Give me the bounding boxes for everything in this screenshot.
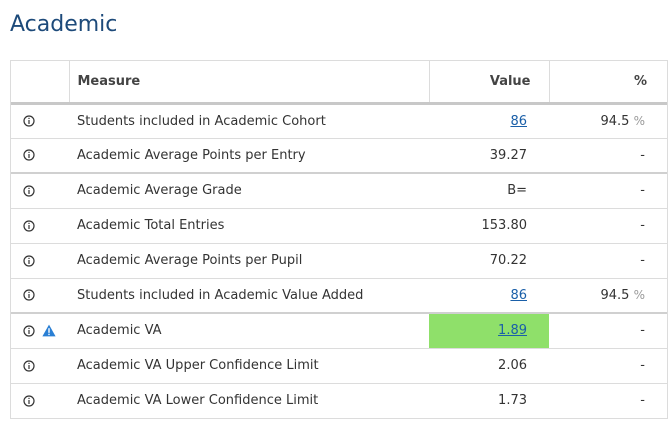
value-cell: 1.73 <box>429 383 549 419</box>
pct-cell: 94.5 % <box>549 278 667 314</box>
pct-cell: - <box>549 348 667 384</box>
academic-measures-table: Measure Value % Students included in Aca… <box>11 61 667 419</box>
row-icon-cell <box>11 103 69 139</box>
pct-value: 94.5 <box>600 113 630 129</box>
value-column-header[interactable]: Value <box>428 61 549 105</box>
measure-cell: Academic VA Lower Confidence Limit <box>69 383 429 419</box>
row-icon-cell <box>11 383 69 419</box>
table-row: Students included in Academic Cohort 86 … <box>11 103 667 139</box>
pct-cell: 94.5 % <box>549 103 667 139</box>
pct-cell: - <box>549 138 667 174</box>
value-link[interactable]: 86 <box>510 113 527 129</box>
value-cell: 86 <box>429 103 549 139</box>
row-icon-cell <box>11 208 69 244</box>
info-circle-icon[interactable] <box>23 394 35 407</box>
info-circle-icon[interactable] <box>23 185 35 197</box>
pct-sign: % <box>633 113 645 128</box>
info-circle-icon[interactable] <box>23 219 35 232</box>
pct-column-header[interactable]: % <box>548 61 667 105</box>
row-icon-cell <box>11 348 69 384</box>
pct-sign: % <box>633 287 645 302</box>
table-header-row: Measure Value % <box>11 61 667 105</box>
value-cell: 39.27 <box>429 138 549 174</box>
value-link[interactable]: 1.89 <box>498 323 527 339</box>
row-icon-cell <box>11 138 69 174</box>
measure-cell: Academic VA <box>69 313 429 349</box>
value-link[interactable]: 86 <box>510 287 527 303</box>
info-circle-icon[interactable] <box>23 149 35 161</box>
pct-value: 94.5 <box>600 287 630 303</box>
info-circle-icon[interactable] <box>23 289 35 301</box>
row-icon-cell <box>11 313 69 349</box>
row-icon-cell <box>11 173 69 209</box>
value-cell: B= <box>429 173 549 209</box>
icon-column-header <box>11 61 69 105</box>
info-circle-icon[interactable] <box>23 254 35 267</box>
pct-cell: - <box>549 208 667 244</box>
measure-cell: Students included in Academic Cohort <box>69 103 429 139</box>
warning-triangle-icon[interactable] <box>42 324 56 337</box>
table-row: Students included in Academic Value Adde… <box>11 278 667 314</box>
measure-column-header[interactable]: Measure <box>68 61 429 105</box>
pct-cell: - <box>549 383 667 419</box>
measure-cell: Academic Average Points per Entry <box>69 138 429 174</box>
info-circle-icon[interactable] <box>23 115 35 127</box>
pct-cell: - <box>549 313 667 349</box>
table-row: Academic Average Points per Entry 39.27 … <box>11 138 667 174</box>
row-icon-cell <box>11 243 69 279</box>
table-row: Academic VA Upper Confidence Limit 2.06 … <box>11 348 667 384</box>
row-icon-cell <box>11 278 69 314</box>
measure-cell: Academic VA Upper Confidence Limit <box>69 348 429 384</box>
info-circle-icon[interactable] <box>23 325 35 337</box>
page-title: Academic <box>10 12 118 37</box>
value-cell: 153.80 <box>429 208 549 244</box>
table-row: Academic Average Points per Pupil 70.22 … <box>11 243 667 279</box>
value-cell-highlighted: 1.89 <box>429 313 549 349</box>
academic-table-container: Measure Value % Students included in Aca… <box>10 60 668 419</box>
table-row: Academic Total Entries 153.80 - <box>11 208 667 244</box>
pct-cell: - <box>549 173 667 209</box>
value-cell: 2.06 <box>429 348 549 384</box>
pct-cell: - <box>549 243 667 279</box>
table-row: Academic VA Lower Confidence Limit 1.73 … <box>11 383 667 419</box>
table-row: Academic Average Grade B= - <box>11 173 667 209</box>
table-row: Academic VA 1.89 - <box>11 313 667 349</box>
info-circle-icon[interactable] <box>23 359 35 372</box>
measure-cell: Academic Average Points per Pupil <box>69 243 429 279</box>
measure-cell: Academic Average Grade <box>69 173 429 209</box>
value-cell: 86 <box>429 278 549 314</box>
value-cell: 70.22 <box>429 243 549 279</box>
measure-cell: Students included in Academic Value Adde… <box>69 278 429 314</box>
measure-cell: Academic Total Entries <box>69 208 429 244</box>
